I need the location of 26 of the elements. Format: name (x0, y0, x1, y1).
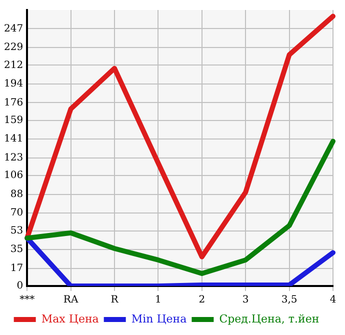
y-tick-label: 0 (16, 280, 24, 292)
legend-label: Min Цена (131, 312, 188, 326)
x-tick-label: 3 (242, 294, 249, 306)
y-tick-label: 35 (10, 244, 24, 256)
y-tick-label: 70 (10, 208, 24, 219)
x-tick-label: 1 (155, 294, 162, 306)
x-tick-label: R (110, 294, 119, 306)
y-tick-label: 141 (4, 134, 24, 145)
x-tick-label: 3,5 (281, 294, 298, 306)
y-tick-label: 194 (4, 78, 24, 90)
y-tick-label: 53 (10, 225, 24, 236)
legend-label: Сред.Цена, т.йен (219, 312, 320, 326)
y-tick-label: 17 (10, 262, 24, 274)
x-tick-label: 2 (198, 294, 206, 306)
x-tick-label: RA (63, 294, 79, 306)
y-tick-label: 247 (4, 23, 24, 34)
x-tick-label: *** (20, 294, 35, 306)
y-tick-label: 106 (4, 170, 24, 182)
y-tick-label: 212 (4, 60, 24, 71)
y-tick-label: 159 (4, 114, 24, 126)
y-tick-label: 229 (4, 42, 24, 54)
y-tick-label: 176 (4, 97, 24, 108)
legend-label: Max Цена (41, 312, 100, 326)
x-tick-label: 4 (330, 294, 336, 306)
y-tick-label: 123 (4, 152, 24, 164)
y-tick-label: 88 (10, 188, 24, 200)
